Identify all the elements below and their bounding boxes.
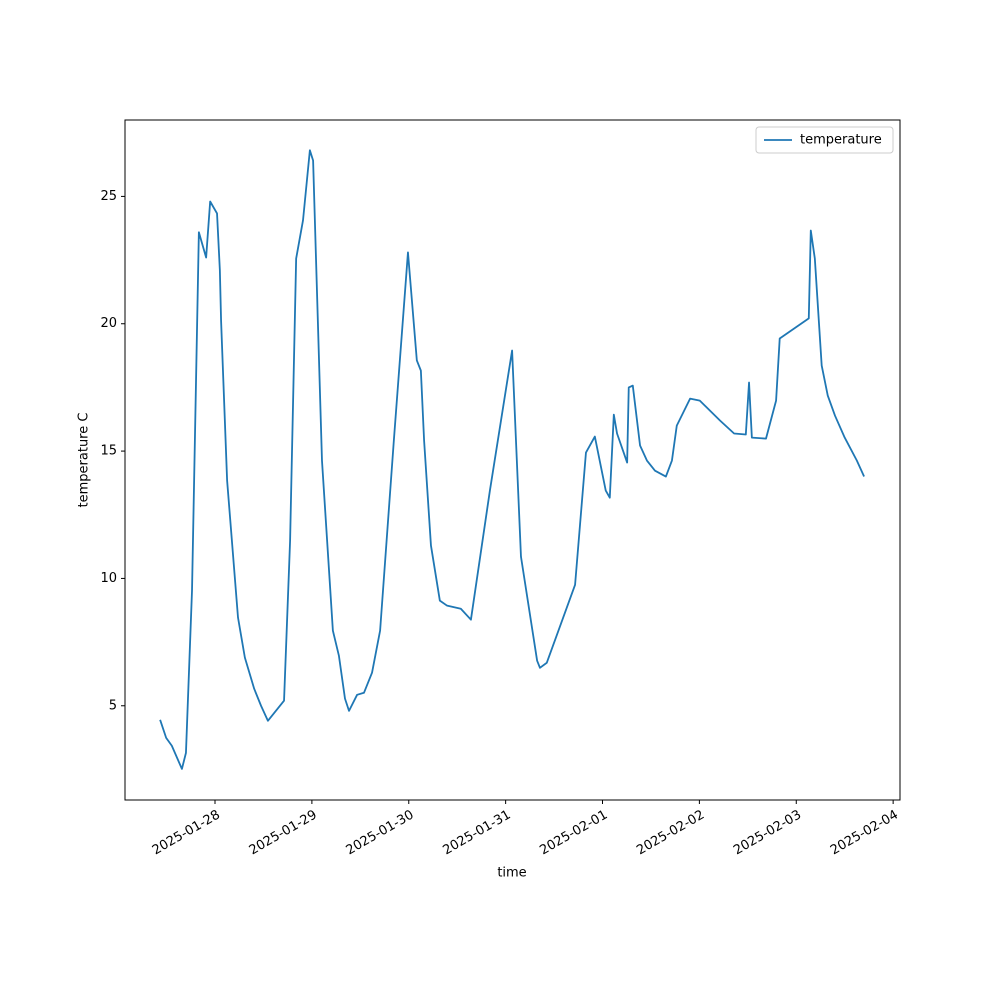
x-tick-label: 2025-01-30 bbox=[344, 808, 417, 859]
legend-label: temperature bbox=[800, 133, 882, 148]
y-axis-label: temperature C bbox=[77, 413, 92, 508]
y-tick-label: 15 bbox=[100, 444, 117, 459]
y-tick-label: 20 bbox=[100, 316, 117, 331]
x-tick-label: 2025-01-31 bbox=[440, 808, 513, 859]
x-tick-label: 2025-02-01 bbox=[537, 808, 610, 859]
y-tick-label: 5 bbox=[109, 698, 117, 713]
data-line bbox=[159, 149, 865, 770]
x-tick-label: 2025-02-02 bbox=[634, 808, 707, 859]
x-tick-label: 2025-02-03 bbox=[731, 808, 804, 859]
x-tick-label: 2025-02-04 bbox=[828, 808, 901, 859]
x-tick-label: 2025-01-29 bbox=[247, 808, 320, 859]
axes-frame bbox=[124, 119, 901, 801]
x-tick-label: 2025-01-28 bbox=[150, 808, 223, 859]
x-axis-label: time bbox=[497, 866, 526, 881]
y-tick-label: 25 bbox=[100, 189, 117, 204]
legend-box bbox=[755, 126, 894, 154]
y-tick-label: 10 bbox=[100, 571, 117, 586]
